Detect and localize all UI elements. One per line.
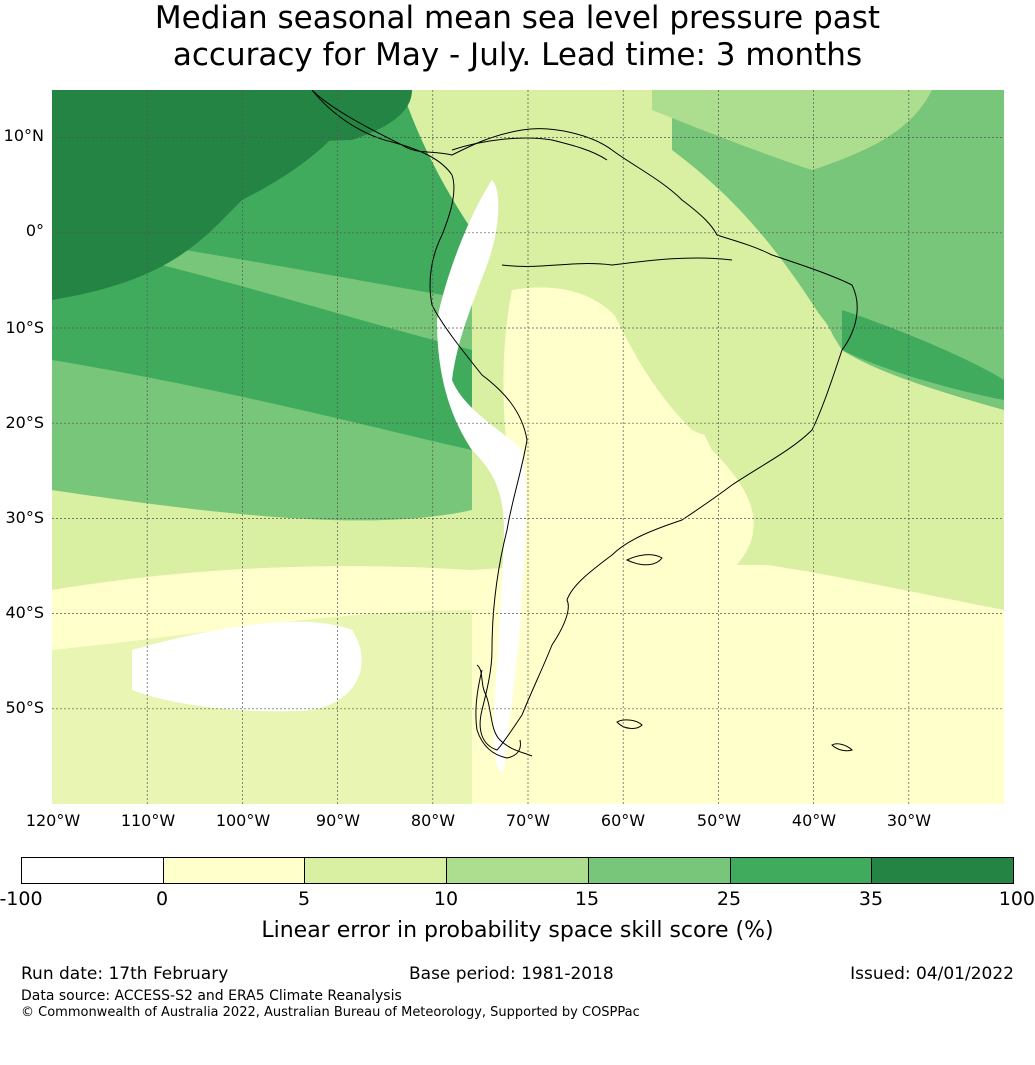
run-date: Run date: 17th February <box>21 964 229 984</box>
field-atlantic-south <box>732 420 1004 610</box>
graticule <box>52 90 1004 804</box>
data-source: Data source: ACCESS-S2 and ERA5 Climate … <box>21 988 402 1004</box>
colorbar-tick-15: 15 <box>574 888 600 910</box>
lat-label-10n: 10°N <box>3 126 44 145</box>
skill-score-map <box>52 90 1004 804</box>
colorbar-segment-15-25 <box>588 858 731 883</box>
issued-date: Issued: 04/01/2022 <box>850 964 1014 984</box>
lat-label-10s: 10°S <box>5 318 44 337</box>
coastline-island-south-atlantic <box>831 743 853 752</box>
colorbar-segment-neg100-0 <box>22 858 164 883</box>
lon-label-110w: 110°W <box>120 811 176 830</box>
colorbar-segment-10-15 <box>447 858 589 883</box>
lat-label-40s: 40°S <box>5 603 44 622</box>
colorbar-tick-10: 10 <box>433 888 459 910</box>
coastline-amazon-river <box>501 257 733 267</box>
colorbar-tick-35: 35 <box>858 888 884 910</box>
colorbar-segment-25-35 <box>730 858 873 883</box>
field-dark-north <box>52 90 412 150</box>
map-title: Median seasonal mean sea level pressure … <box>0 0 1035 74</box>
colorbar-segment-35-100 <box>872 858 1014 883</box>
colorbar-tick-0: 0 <box>155 888 169 910</box>
colorbar-tick-5: 5 <box>297 888 311 910</box>
colorbar-segment-5-10 <box>305 858 448 883</box>
coastline-south-america <box>311 90 858 751</box>
map-canvas <box>52 90 1004 804</box>
field-atlantic <box>672 90 1004 410</box>
lon-label-40w: 40°W <box>791 811 837 830</box>
copyright: © Commonwealth of Australia 2022, Austra… <box>21 1005 640 1020</box>
lon-label-100w: 100°W <box>215 811 271 830</box>
colorbar-label: Linear error in probability space skill … <box>261 918 774 943</box>
lat-label-50s: 50°S <box>5 698 44 717</box>
lon-label-60w: 60°W <box>600 811 646 830</box>
field-negative-pacific <box>132 621 362 712</box>
lat-label-30s: 30°S <box>5 508 44 527</box>
colorbar <box>21 857 1014 884</box>
lon-label-70w: 70°W <box>505 811 551 830</box>
coastline-chile-islands <box>476 664 533 757</box>
lat-label-20s: 20°S <box>5 413 44 432</box>
coastline-falklands <box>616 719 643 729</box>
lon-label-120w: 120°W <box>25 811 81 830</box>
lon-label-90w: 90°W <box>315 811 361 830</box>
colorbar-tick-25: 25 <box>716 888 742 910</box>
coastline-patagonia <box>475 669 521 759</box>
field-band-pacific-strong <box>52 240 472 450</box>
lat-label-0: 0° <box>25 221 44 240</box>
lon-label-50w: 50°W <box>696 811 742 830</box>
lon-label-30w: 30°W <box>886 811 932 830</box>
coastlines <box>311 90 858 759</box>
colorbar-tick-neg100: -100 <box>0 888 43 910</box>
coastline-rio-plata <box>625 554 663 566</box>
lon-label-80w: 80°W <box>410 811 456 830</box>
field-atlantic-north-light <box>652 90 932 170</box>
colorbar-tick-100: 100 <box>998 888 1035 910</box>
field-atlantic-strong <box>842 310 1004 400</box>
base-period: Base period: 1981-2018 <box>409 964 614 984</box>
field-continent-mid <box>612 257 837 438</box>
title-line-2: accuracy for May - July. Lead time: 3 mo… <box>172 37 863 73</box>
title-line-1: Median seasonal mean sea level pressure … <box>154 0 881 36</box>
colorbar-segment-0-5 <box>163 858 306 883</box>
field-andes-negative <box>437 180 527 772</box>
coastline-caribbean <box>451 137 608 161</box>
